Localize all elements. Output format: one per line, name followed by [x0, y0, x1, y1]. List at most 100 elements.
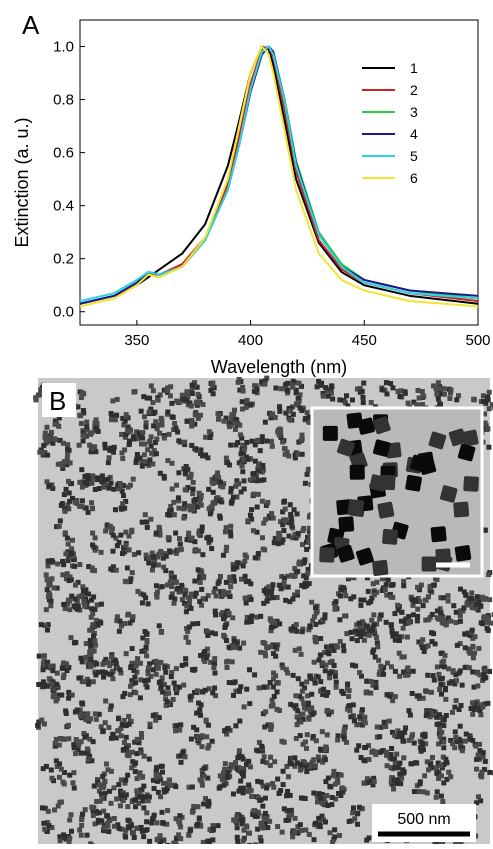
nanocube — [296, 676, 301, 681]
nanocube — [228, 489, 233, 494]
nanocube — [482, 614, 487, 619]
nanocube — [180, 663, 185, 668]
nanocube — [109, 655, 114, 660]
nanocube — [102, 485, 107, 490]
nanocube — [155, 837, 160, 842]
nanocube — [285, 671, 290, 676]
nanocube — [400, 738, 405, 743]
nanocube — [104, 761, 109, 766]
nanocube — [463, 739, 468, 744]
nanocube — [422, 773, 427, 778]
nanocube — [88, 716, 93, 721]
nanocube — [103, 698, 108, 703]
nanocube — [54, 421, 59, 426]
nanocube — [191, 486, 196, 491]
inset-nanocube — [372, 560, 389, 577]
nanocube — [49, 682, 54, 687]
nanocube — [388, 595, 393, 600]
nanocube — [59, 503, 64, 508]
nanocube — [59, 736, 64, 741]
nanocube — [64, 487, 69, 492]
nanocube — [169, 674, 174, 679]
nanocube — [225, 770, 230, 775]
nanocube — [281, 528, 286, 533]
nanocube — [197, 816, 202, 821]
nanocube — [249, 507, 254, 512]
nanocube — [282, 806, 287, 811]
nanocube — [265, 500, 270, 505]
nanocube — [216, 581, 221, 586]
nanocube — [441, 595, 446, 600]
nanocube — [146, 671, 151, 676]
nanocube — [391, 786, 396, 791]
nanocube — [310, 712, 315, 717]
nanocube — [262, 685, 267, 690]
nanocube — [65, 536, 70, 541]
nanocube — [389, 628, 394, 633]
y-tick-label: 0.6 — [53, 145, 74, 162]
nanocube — [235, 825, 240, 830]
nanocube — [206, 743, 211, 748]
nanocube — [181, 683, 186, 688]
nanocube — [432, 678, 437, 683]
nanocube — [249, 794, 254, 799]
nanocube — [129, 664, 134, 669]
nanocube — [280, 830, 285, 835]
nanocube — [304, 547, 309, 552]
nanocube — [437, 726, 442, 731]
inset-nanocube — [405, 475, 422, 492]
nanocube — [300, 629, 305, 634]
nanocube — [151, 555, 156, 560]
nanocube — [77, 504, 82, 509]
nanocube — [60, 559, 65, 564]
nanocube — [340, 785, 345, 790]
nanocube — [375, 724, 380, 729]
nanocube — [410, 691, 415, 696]
nanocube — [79, 467, 84, 472]
nanocube — [80, 498, 85, 503]
nanocube — [341, 585, 346, 590]
nanocube — [224, 548, 229, 553]
nanocube — [211, 490, 216, 495]
nanocube — [224, 460, 229, 465]
nanocube — [107, 486, 112, 491]
nanocube — [50, 668, 55, 673]
nanocube — [274, 680, 279, 685]
y-tick-label: 1.0 — [53, 39, 74, 56]
nanocube — [257, 798, 262, 803]
nanocube — [486, 572, 491, 577]
nanocube — [141, 784, 146, 789]
nanocube — [282, 740, 287, 745]
nanocube — [89, 615, 94, 620]
nanocube — [149, 820, 154, 825]
nanocube — [272, 694, 277, 699]
nanocube — [278, 428, 283, 433]
nanocube — [61, 441, 66, 446]
nanocube — [122, 740, 127, 745]
nanocube — [241, 641, 246, 646]
nanocube — [241, 838, 246, 843]
nanocube — [377, 672, 382, 677]
nanocube — [263, 709, 268, 714]
nanocube — [355, 387, 360, 392]
nanocube — [224, 665, 229, 670]
nanocube — [140, 600, 145, 605]
nanocube — [160, 690, 165, 695]
nanocube — [83, 716, 88, 721]
nanocube — [252, 672, 257, 677]
nanocube — [161, 556, 166, 561]
nanocube — [323, 757, 328, 762]
nanocube — [381, 672, 386, 677]
y-tick-label: 0.2 — [53, 251, 74, 268]
nanocube — [300, 689, 305, 694]
nanocube — [169, 401, 174, 406]
nanocube — [123, 419, 128, 424]
nanocube — [63, 530, 68, 535]
nanocube — [316, 675, 321, 680]
nanocube — [67, 836, 72, 841]
legend-label: 4 — [410, 126, 418, 142]
nanocube — [115, 543, 120, 548]
nanocube — [143, 425, 148, 430]
nanocube — [454, 698, 459, 703]
nanocube — [239, 754, 244, 759]
